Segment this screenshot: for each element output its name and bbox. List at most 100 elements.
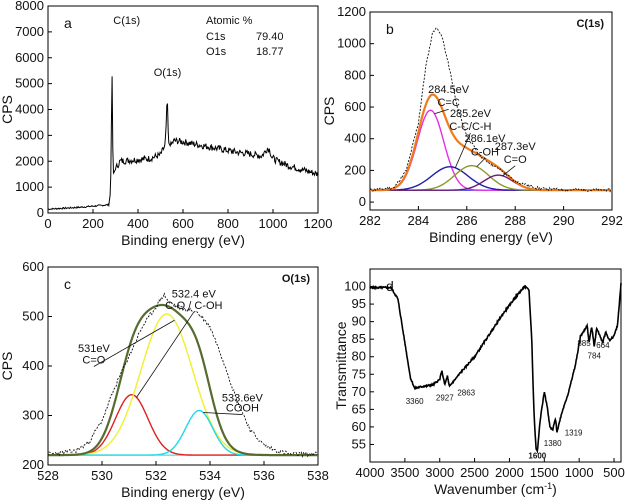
- y-tick-label: 75: [352, 366, 366, 381]
- y-tick-label: 0: [37, 205, 44, 220]
- x-tick-label: 284: [408, 213, 430, 228]
- leader-line: [476, 158, 486, 168]
- y-axis-label: CPS: [321, 97, 337, 126]
- atomic-table-header: Atomic %: [206, 15, 253, 27]
- peak-annotation: 285.2eV: [450, 108, 492, 120]
- x-axis-label: Binding energy (eV): [121, 484, 245, 500]
- x-tick-label: 3500: [390, 465, 419, 480]
- leader-line: [93, 319, 175, 367]
- y-tick-label: 500: [22, 309, 44, 324]
- x-axis-label-main: Wavenumber (cm: [434, 481, 544, 497]
- x-tick-label: 4000: [356, 465, 385, 480]
- ftir-spectrum-line: [369, 282, 622, 455]
- y-tick-label: 800: [344, 67, 366, 82]
- y-axis-label: Transmittance: [333, 321, 349, 409]
- y-axis-label: CPS: [0, 95, 15, 124]
- measured-spectrum-line: [369, 27, 612, 193]
- y-tick-label: 300: [22, 408, 44, 423]
- x-tick-label: 288: [504, 213, 526, 228]
- peak-annotation: 533.6eV: [222, 393, 264, 405]
- panel-label: a: [64, 15, 72, 31]
- y-tick-label: 4000: [15, 102, 44, 117]
- component-peak-0: [48, 393, 318, 456]
- component-peak-2: [48, 409, 318, 456]
- peak-label: 2863: [457, 388, 475, 397]
- y-tick-label: 5000: [15, 76, 44, 91]
- panel-title: O(1s): [282, 273, 310, 285]
- peak-label: C(1s): [113, 15, 140, 27]
- x-tick-label: 290: [553, 213, 575, 228]
- y-tick-label: 0: [359, 194, 366, 209]
- panel-c: 528 530 532 534 536 538 200 300 400 500 600 Binding…: [0, 259, 329, 500]
- x-tick-label: 2500: [460, 465, 489, 480]
- x-tick-label: 536: [253, 468, 275, 483]
- panel-title: C(1s): [576, 18, 604, 30]
- y-tick-label: 600: [22, 259, 44, 274]
- fit-envelope-line: [48, 303, 318, 457]
- y-tick-label: 2000: [15, 153, 44, 168]
- peak-label: O(1s): [154, 67, 182, 79]
- peak-label: 1319: [565, 429, 583, 438]
- y-tick-label: 60: [352, 419, 366, 434]
- peak-label: 1600: [528, 451, 546, 460]
- y-tick-label: 95: [352, 296, 366, 311]
- y-tick-label: 1000: [15, 179, 44, 194]
- panel-a: 0 200 400 600 800 1000 1200 0 1000 2000 3000 4000 50…: [0, 0, 332, 248]
- x-tick-label: 800: [217, 216, 239, 231]
- leader-line: [434, 108, 449, 115]
- survey-spectrum-line: [47, 76, 319, 211]
- x-tick-label: 3000: [425, 465, 454, 480]
- x-axis-label: Binding energy (eV): [429, 229, 553, 245]
- x-tick-label: 200: [82, 216, 104, 231]
- atomic-table-element: C1s: [206, 31, 226, 43]
- peak-annotation: C-OH: [471, 146, 499, 158]
- y-tick-label: 6000: [15, 50, 44, 65]
- x-tick-label: 0: [44, 216, 51, 231]
- peak-annotation: C-O / C-OH: [165, 300, 222, 312]
- x-axis-label: Binding energy (eV): [121, 232, 245, 248]
- x-tick-label: 600: [172, 216, 194, 231]
- x-axis-label-end: ): [552, 481, 557, 497]
- leader-line: [502, 165, 516, 177]
- y-tick-label: 55: [352, 436, 366, 451]
- peak-annotation: C-C/C-H: [449, 121, 491, 133]
- peak-annotation: C=O: [82, 355, 105, 367]
- y-tick-label: 600: [344, 99, 366, 114]
- x-tick-label: 400: [127, 216, 149, 231]
- peak-label: 3360: [406, 397, 424, 406]
- x-tick-label: 528: [37, 468, 59, 483]
- component-peak-2: [370, 164, 612, 191]
- panel-label: d: [386, 278, 394, 294]
- leader-line: [203, 412, 243, 415]
- peak-label: 2927: [436, 394, 454, 403]
- atomic-table-value: 79.40: [256, 31, 284, 43]
- x-tick-label: 532: [145, 468, 167, 483]
- peak-label: 1380: [544, 439, 562, 448]
- y-tick-label: 1000: [337, 36, 366, 51]
- y-tick-label: 80: [352, 349, 366, 364]
- measured-spectrum-line: [47, 292, 318, 458]
- y-axis-label: CPS: [0, 352, 15, 381]
- y-tick-label: 7000: [15, 24, 44, 39]
- panel-d: 4000 3500 3000 2500 2000 1500 1000 500 55 60 65 70 7…: [333, 268, 625, 497]
- y-tick-label: 90: [352, 314, 366, 329]
- x-tick-label: 282: [359, 213, 381, 228]
- peak-annotation: 532.4 eV: [172, 289, 217, 301]
- x-tick-label: 530: [91, 468, 113, 483]
- peak-annotation: 531eV: [78, 343, 110, 355]
- x-tick-label: 534: [199, 468, 221, 483]
- x-tick-label: 538: [307, 468, 329, 483]
- plot-frame-b: [369, 11, 613, 211]
- atomic-table-value: 18.77: [256, 46, 284, 58]
- x-tick-label: 2000: [495, 465, 524, 480]
- panel-label: b: [386, 21, 394, 37]
- peak-label: 664: [596, 341, 610, 350]
- peak-annotation: C=C: [437, 97, 459, 109]
- peak-label: 885: [577, 339, 591, 348]
- x-tick-label: 286: [456, 213, 478, 228]
- plot-frame-d: [369, 268, 622, 463]
- atomic-table-element: O1s: [206, 46, 227, 58]
- peak-annotation: 287.3eV: [495, 141, 537, 153]
- x-tick-label: 1500: [530, 465, 559, 480]
